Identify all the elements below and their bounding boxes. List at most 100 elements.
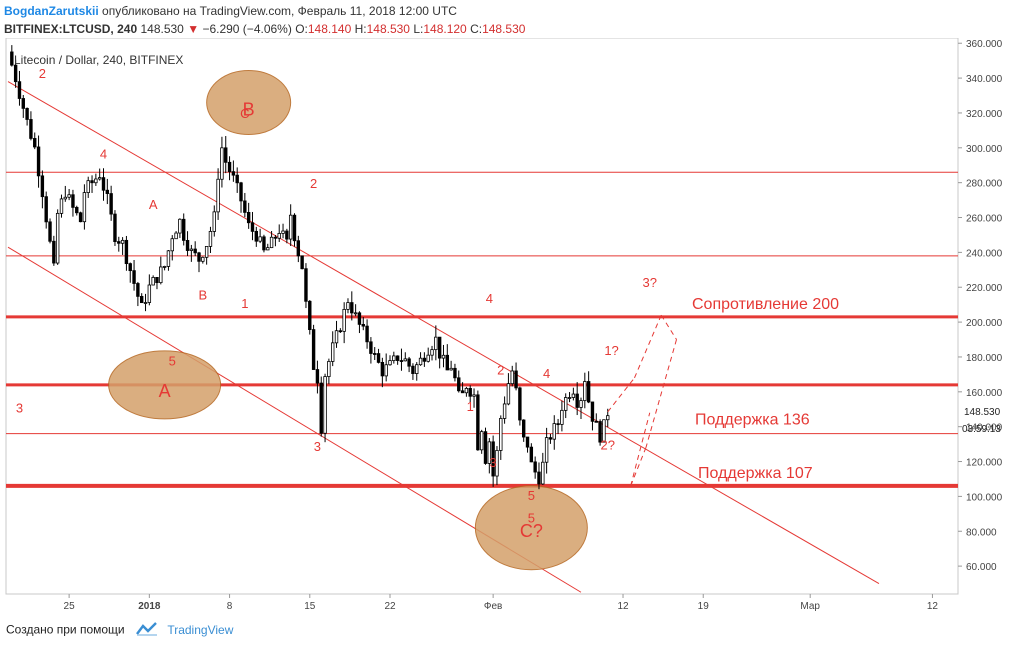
candle-body xyxy=(487,441,492,464)
candle-body xyxy=(67,194,71,198)
candle-body xyxy=(120,239,125,244)
candle-body xyxy=(502,403,507,419)
candle xyxy=(487,438,492,474)
wave-label-14: 5 xyxy=(169,354,176,369)
candle xyxy=(288,204,293,246)
wave-label-19: 3? xyxy=(643,275,657,290)
candle-body xyxy=(426,354,430,362)
candle xyxy=(411,363,415,380)
candle xyxy=(342,302,346,344)
wave-label-5: 1 xyxy=(241,296,248,311)
candle-body xyxy=(189,248,194,251)
candle xyxy=(132,259,136,291)
y-tick-label-1: 80.000 xyxy=(966,527,997,538)
candle-body xyxy=(460,390,465,394)
candle-body xyxy=(544,437,549,463)
candle xyxy=(281,223,285,239)
candle-body xyxy=(90,180,94,184)
candle-body xyxy=(36,146,41,177)
candle xyxy=(136,281,140,307)
candle xyxy=(365,319,369,349)
candle xyxy=(139,293,144,304)
projection-segment-4 xyxy=(645,339,677,448)
candle xyxy=(338,328,343,333)
candle xyxy=(216,168,220,220)
candle-body xyxy=(537,471,541,485)
candle xyxy=(376,348,381,364)
candle xyxy=(556,418,560,435)
candle-body xyxy=(495,450,499,477)
candle xyxy=(239,181,243,213)
candle-body xyxy=(170,238,174,252)
made-with-text: Создано при помощи xyxy=(6,622,125,637)
candle-body xyxy=(105,189,110,194)
price-chart[interactable]: Сопротивление 200 Поддержка 136 Поддержка … xyxy=(0,38,1015,616)
close-key: C: xyxy=(470,22,483,36)
wave-ellipse-1 xyxy=(108,350,222,420)
open-key: O: xyxy=(295,22,308,36)
candle-body xyxy=(246,212,251,224)
candle xyxy=(128,262,132,283)
candle-body xyxy=(571,393,576,398)
candle-body xyxy=(449,367,453,371)
author-link[interactable]: BogdanZarutskii xyxy=(4,4,99,18)
candle xyxy=(308,300,312,335)
last-price-tag xyxy=(959,403,1009,418)
candle-body xyxy=(212,211,216,232)
candle-body xyxy=(296,240,301,257)
candle xyxy=(220,136,224,188)
candle-body xyxy=(239,182,243,202)
candle-body xyxy=(399,360,404,362)
candle xyxy=(277,224,281,242)
candle-body xyxy=(262,236,266,251)
wave-label-0: 2 xyxy=(39,66,46,81)
candle xyxy=(514,362,518,391)
candle-body xyxy=(136,283,140,297)
candle xyxy=(33,132,37,150)
candle-body xyxy=(82,192,87,223)
candle-body xyxy=(174,232,178,240)
candle xyxy=(445,344,449,371)
candle xyxy=(94,173,98,186)
candle xyxy=(201,256,205,264)
candle-body xyxy=(224,147,228,163)
change-value: −6.290 (−4.06%) xyxy=(202,22,292,36)
candle xyxy=(323,373,327,443)
y-tick-label-9: 240.000 xyxy=(966,248,1003,259)
candle xyxy=(392,351,396,364)
candle-body xyxy=(288,214,293,240)
candle xyxy=(499,415,503,460)
candle xyxy=(48,218,52,244)
candle xyxy=(59,194,64,218)
candle xyxy=(602,419,606,443)
candle-body xyxy=(445,354,449,371)
candle xyxy=(453,363,457,382)
candle-body xyxy=(132,270,136,284)
candle-body xyxy=(182,218,186,241)
candle-body xyxy=(583,381,587,401)
candle-body xyxy=(579,400,583,408)
candle-body xyxy=(292,214,297,242)
candle-body xyxy=(403,358,407,362)
candle xyxy=(300,255,304,270)
candle-body xyxy=(606,415,610,421)
candle xyxy=(415,362,419,381)
candle xyxy=(548,433,553,444)
y-tick-label-7: 200.000 xyxy=(966,318,1003,329)
candle xyxy=(369,337,373,364)
candle xyxy=(441,344,446,368)
y-tick-label-5: 160.000 xyxy=(966,388,1003,399)
candle xyxy=(82,184,87,230)
high-key: H: xyxy=(354,22,367,36)
close-value: 148.530 xyxy=(482,22,526,36)
candle xyxy=(13,59,18,88)
candle xyxy=(113,210,117,246)
candle xyxy=(258,228,262,244)
y-tick-label-6: 180.000 xyxy=(966,353,1003,364)
candle-body xyxy=(556,423,560,426)
tradingview-link[interactable]: TradingView xyxy=(167,622,234,637)
candle xyxy=(502,396,507,424)
candle-body xyxy=(437,336,442,359)
candle-body xyxy=(522,419,526,438)
candle xyxy=(598,419,602,446)
